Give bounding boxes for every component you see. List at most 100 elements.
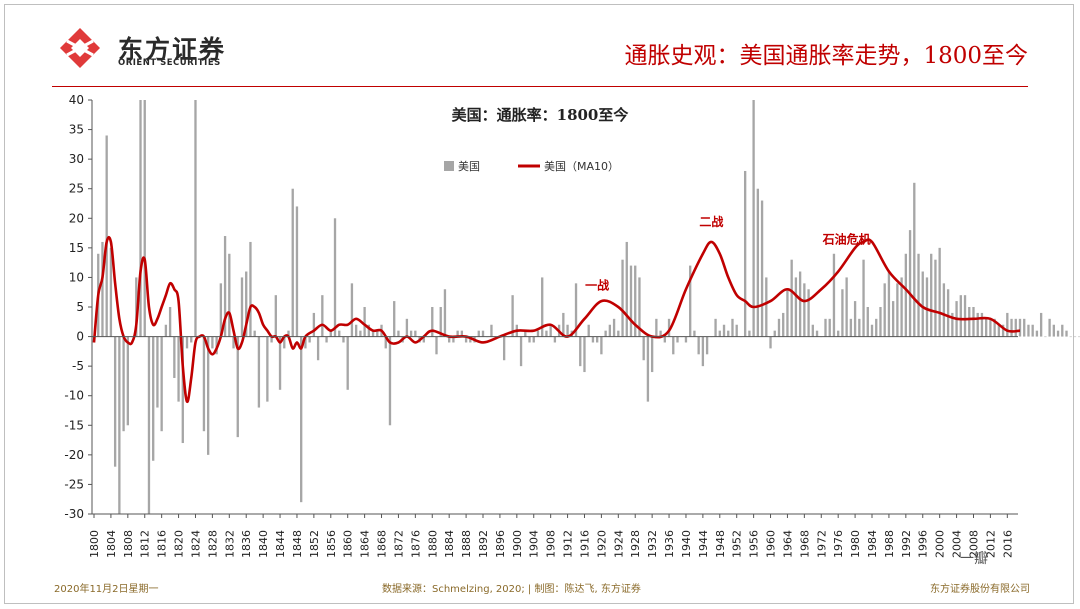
bar <box>519 336 523 367</box>
bar <box>951 312 954 337</box>
x-tick-label: 1952 <box>731 530 744 558</box>
bar <box>650 336 654 373</box>
x-tick-label: 1988 <box>883 530 896 558</box>
bar <box>211 336 214 349</box>
bar <box>397 330 400 337</box>
bar <box>135 277 138 337</box>
bar <box>701 336 705 367</box>
y-tick-label: 20 <box>69 211 84 225</box>
x-tick-label: 1888 <box>460 530 473 558</box>
bar <box>731 318 734 337</box>
slide-frame <box>4 4 1074 604</box>
x-tick-label: 2012 <box>984 530 997 558</box>
bar <box>287 330 290 337</box>
bar <box>587 324 590 337</box>
bar <box>190 336 193 343</box>
bar <box>223 236 227 337</box>
bar <box>168 307 172 337</box>
bar <box>346 336 349 390</box>
bar <box>502 336 506 361</box>
bar <box>367 324 371 337</box>
bar <box>126 336 129 426</box>
x-tick-label: 1820 <box>173 530 186 558</box>
bar <box>655 318 658 337</box>
bar <box>1014 318 1017 337</box>
slide-title: 通胀史观：美国通胀率走势，1800至今 <box>624 43 1028 69</box>
bar <box>925 277 929 337</box>
x-tick-label: 1844 <box>274 530 287 558</box>
bar <box>718 330 721 337</box>
x-tick-label: 1932 <box>646 530 659 558</box>
bar <box>1056 330 1060 337</box>
x-tick-label: 1956 <box>748 530 761 558</box>
x-tick-label: 1996 <box>917 530 930 558</box>
bar <box>1044 336 1047 338</box>
bar <box>798 271 802 337</box>
y-tick-label: 25 <box>69 182 84 196</box>
bar <box>139 100 142 337</box>
bar <box>228 253 231 337</box>
bar <box>232 336 235 349</box>
x-tick-label: 1824 <box>189 530 202 558</box>
bar <box>959 295 962 337</box>
x-tick-label: 1992 <box>900 530 913 558</box>
x-tick-label: 1884 <box>443 530 456 558</box>
bar <box>913 182 916 337</box>
bar <box>684 336 688 343</box>
bar <box>997 324 1001 337</box>
bar <box>714 318 717 337</box>
bar <box>976 312 979 337</box>
legend-line-label: 美国（MA10） <box>544 160 619 173</box>
bar <box>185 336 189 349</box>
annotation-label: 二战 <box>699 214 723 229</box>
x-tick-label: 1980 <box>849 530 862 558</box>
bar <box>777 318 781 337</box>
bar <box>240 277 244 337</box>
bar <box>1069 336 1072 338</box>
bar <box>908 230 912 337</box>
ma10-line <box>92 235 1021 403</box>
x-tick-label: 1872 <box>392 530 405 558</box>
bar <box>566 324 569 337</box>
bar <box>553 336 557 343</box>
bar <box>308 336 311 343</box>
bar <box>727 330 730 337</box>
bar <box>634 265 637 337</box>
bar <box>743 170 747 337</box>
x-tick-label: 1828 <box>206 530 219 558</box>
bar <box>807 289 810 337</box>
x-tick-label: 1864 <box>359 530 372 558</box>
bar <box>963 295 967 337</box>
x-tick-label: 1944 <box>697 530 710 558</box>
bar <box>477 330 480 337</box>
bar <box>667 318 671 337</box>
bar <box>930 253 933 337</box>
x-tick-label: 1848 <box>291 530 304 558</box>
bar <box>549 324 552 337</box>
bar <box>350 283 354 337</box>
x-tick-label: 1836 <box>240 530 253 558</box>
legend-bar-label: 美国 <box>458 160 480 173</box>
bar <box>249 241 252 337</box>
bar <box>938 247 941 337</box>
y-tick-label: 35 <box>69 123 84 137</box>
x-tick-label: 1900 <box>511 530 524 558</box>
bar <box>591 336 595 343</box>
bar <box>388 336 392 426</box>
bar <box>985 318 988 337</box>
bar <box>143 100 146 337</box>
bar <box>177 336 180 402</box>
bar <box>870 324 874 337</box>
bar <box>608 324 612 337</box>
bar <box>181 336 184 444</box>
y-tick-label: -25 <box>64 477 84 491</box>
bar <box>1039 312 1043 337</box>
bar <box>359 330 362 337</box>
bar <box>617 330 620 337</box>
x-tick-label: 1868 <box>376 530 389 558</box>
bar <box>270 336 273 343</box>
bar <box>481 330 485 337</box>
x-tick-label: 1984 <box>866 530 879 558</box>
x-tick-label: 1936 <box>663 530 676 558</box>
y-tick-label: 40 <box>69 93 84 107</box>
